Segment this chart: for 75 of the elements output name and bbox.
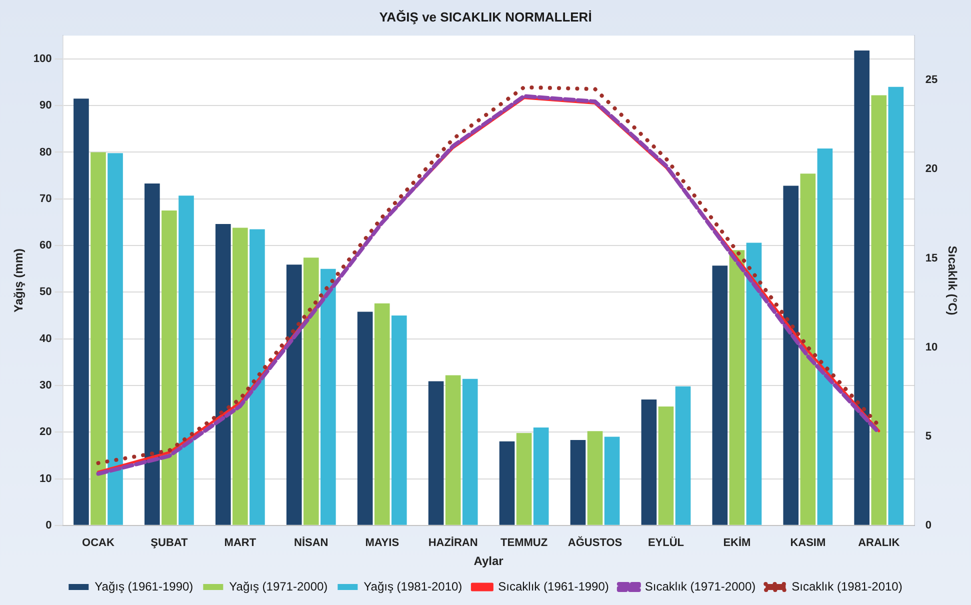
y-tick-label: 30 — [40, 379, 52, 392]
y-tick-label: 40 — [40, 332, 52, 345]
bar — [499, 441, 515, 525]
y2-tick-label: 25 — [925, 74, 938, 86]
bar — [108, 153, 123, 525]
bar — [391, 315, 407, 525]
x-tick-label: ARALIK — [858, 537, 900, 550]
y2-tick-label: 15 — [925, 252, 938, 264]
y2-tick-label: 20 — [925, 163, 938, 176]
bar — [250, 229, 265, 525]
y-tick-label: 90 — [40, 100, 52, 112]
y-tick-label: 50 — [40, 286, 52, 298]
legend-label: Sıcaklık (1961-1990) — [498, 579, 609, 594]
x-tick-label: ŞUBAT — [150, 537, 188, 550]
y-tick-label: 10 — [40, 472, 52, 485]
y-tick-label: 0 — [46, 519, 52, 532]
bar — [516, 433, 532, 525]
x-tick-label: MART — [224, 537, 256, 550]
legend-label: Yağış (1961-1990) — [94, 579, 194, 594]
bar — [533, 427, 549, 525]
chart-title: YAĞIŞ ve SICAKLIK NORMALLERİ — [379, 9, 592, 24]
bar — [178, 196, 194, 525]
y2-tick-label: 10 — [925, 341, 938, 354]
y-tick-label: 60 — [40, 240, 52, 252]
bar — [746, 242, 762, 525]
legend-label: Sıcaklık (1981-2010) — [792, 579, 902, 594]
bar — [712, 266, 728, 525]
bar — [570, 440, 586, 525]
bar — [303, 258, 319, 525]
bar — [445, 375, 461, 525]
y-axis-title: Yağış (mm) — [12, 248, 26, 313]
bar — [888, 86, 904, 525]
x-tick-label: KASIM — [790, 537, 826, 550]
y-tick-label: 70 — [40, 192, 52, 205]
legend-label: Yağış (1971-2000) — [229, 579, 328, 594]
bar — [854, 50, 870, 525]
bar — [162, 210, 177, 525]
bar — [428, 381, 444, 525]
x-tick-label: TEMMUZ — [500, 537, 548, 550]
bar — [286, 264, 302, 525]
bar — [374, 303, 390, 525]
bar — [462, 378, 478, 525]
bar — [783, 186, 799, 525]
bar — [817, 148, 833, 525]
x-tick-label: NİSAN — [294, 536, 328, 550]
bar — [871, 95, 887, 525]
bar — [232, 228, 248, 525]
bar — [357, 312, 373, 525]
legend-label: Sıcaklık (1971-2000) — [644, 579, 756, 594]
bar — [74, 98, 89, 525]
y2-tick-label: 0 — [925, 519, 932, 532]
bar — [587, 431, 603, 525]
bar — [320, 268, 336, 525]
x-tick-label: OCAK — [82, 537, 114, 550]
bar — [604, 436, 620, 525]
bar — [215, 224, 231, 525]
y-tick-label: 100 — [33, 52, 52, 65]
y-tick-label: 20 — [40, 426, 52, 438]
x-tick-label: EYLÜL — [648, 536, 684, 550]
x-tick-label: EKİM — [723, 536, 751, 550]
x-tick-label: AĞUSTOS — [568, 536, 622, 550]
bar — [729, 250, 745, 525]
legend-label: Yağış (1981-2010) — [364, 579, 462, 594]
x-axis-title: Aylar — [474, 554, 504, 568]
x-tick-label: MAYIS — [365, 537, 400, 550]
bar — [675, 386, 691, 525]
bar — [641, 399, 657, 525]
bar — [800, 174, 816, 525]
y-tick-label: 80 — [40, 146, 52, 158]
bar — [144, 183, 160, 525]
bar — [658, 406, 674, 525]
y2-tick-label: 5 — [925, 430, 932, 442]
y2-axis-title: Sıcaklık (°C) — [945, 246, 960, 316]
bar — [90, 152, 106, 525]
x-tick-label: HAZİRAN — [428, 536, 478, 550]
